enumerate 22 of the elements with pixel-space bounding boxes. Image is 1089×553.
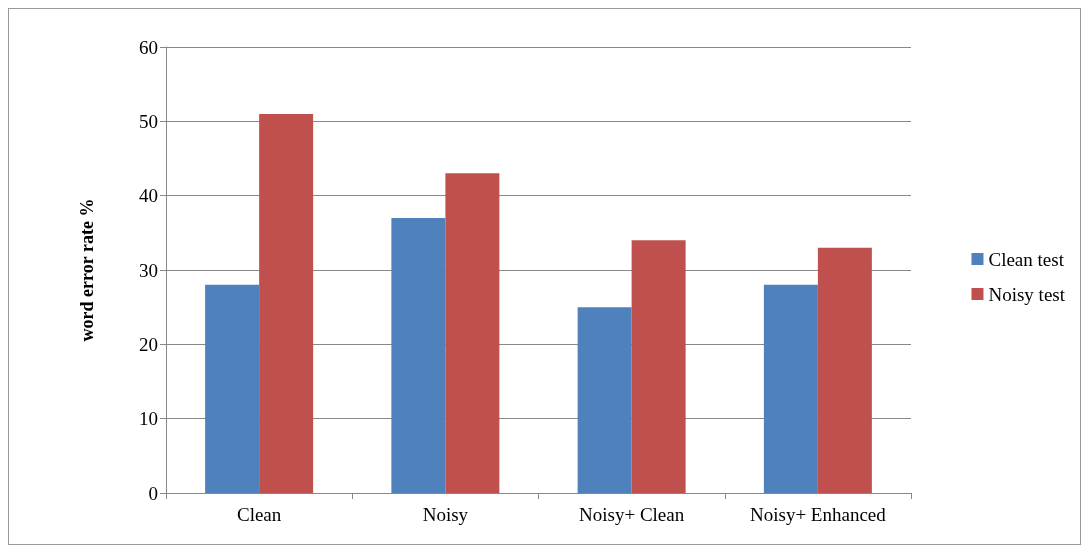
bar <box>763 284 818 493</box>
y-tick-label: 20 <box>139 333 158 355</box>
legend-label: Clean test <box>988 248 1065 270</box>
bar <box>817 247 872 493</box>
bar <box>259 113 314 493</box>
bar <box>205 284 260 493</box>
x-tick-label: Noisy+ Clean <box>579 504 685 525</box>
y-axis-title: word error rate % <box>77 198 97 342</box>
bar <box>577 307 632 493</box>
y-tick-label: 10 <box>139 408 158 430</box>
x-tick-label: Noisy <box>422 504 469 525</box>
y-tick-label: 0 <box>148 482 158 504</box>
x-tick-label: Clean <box>236 504 282 525</box>
y-tick-label: 40 <box>139 185 158 207</box>
legend-label: Noisy test <box>988 283 1066 305</box>
x-tick-label: Noisy+ Enhanced <box>749 504 887 525</box>
y-tick-label: 60 <box>139 36 158 58</box>
y-tick-label: 30 <box>139 259 158 281</box>
y-tick-label: 50 <box>139 110 158 132</box>
bar <box>445 173 500 493</box>
bar <box>391 217 446 493</box>
bar <box>631 240 686 493</box>
